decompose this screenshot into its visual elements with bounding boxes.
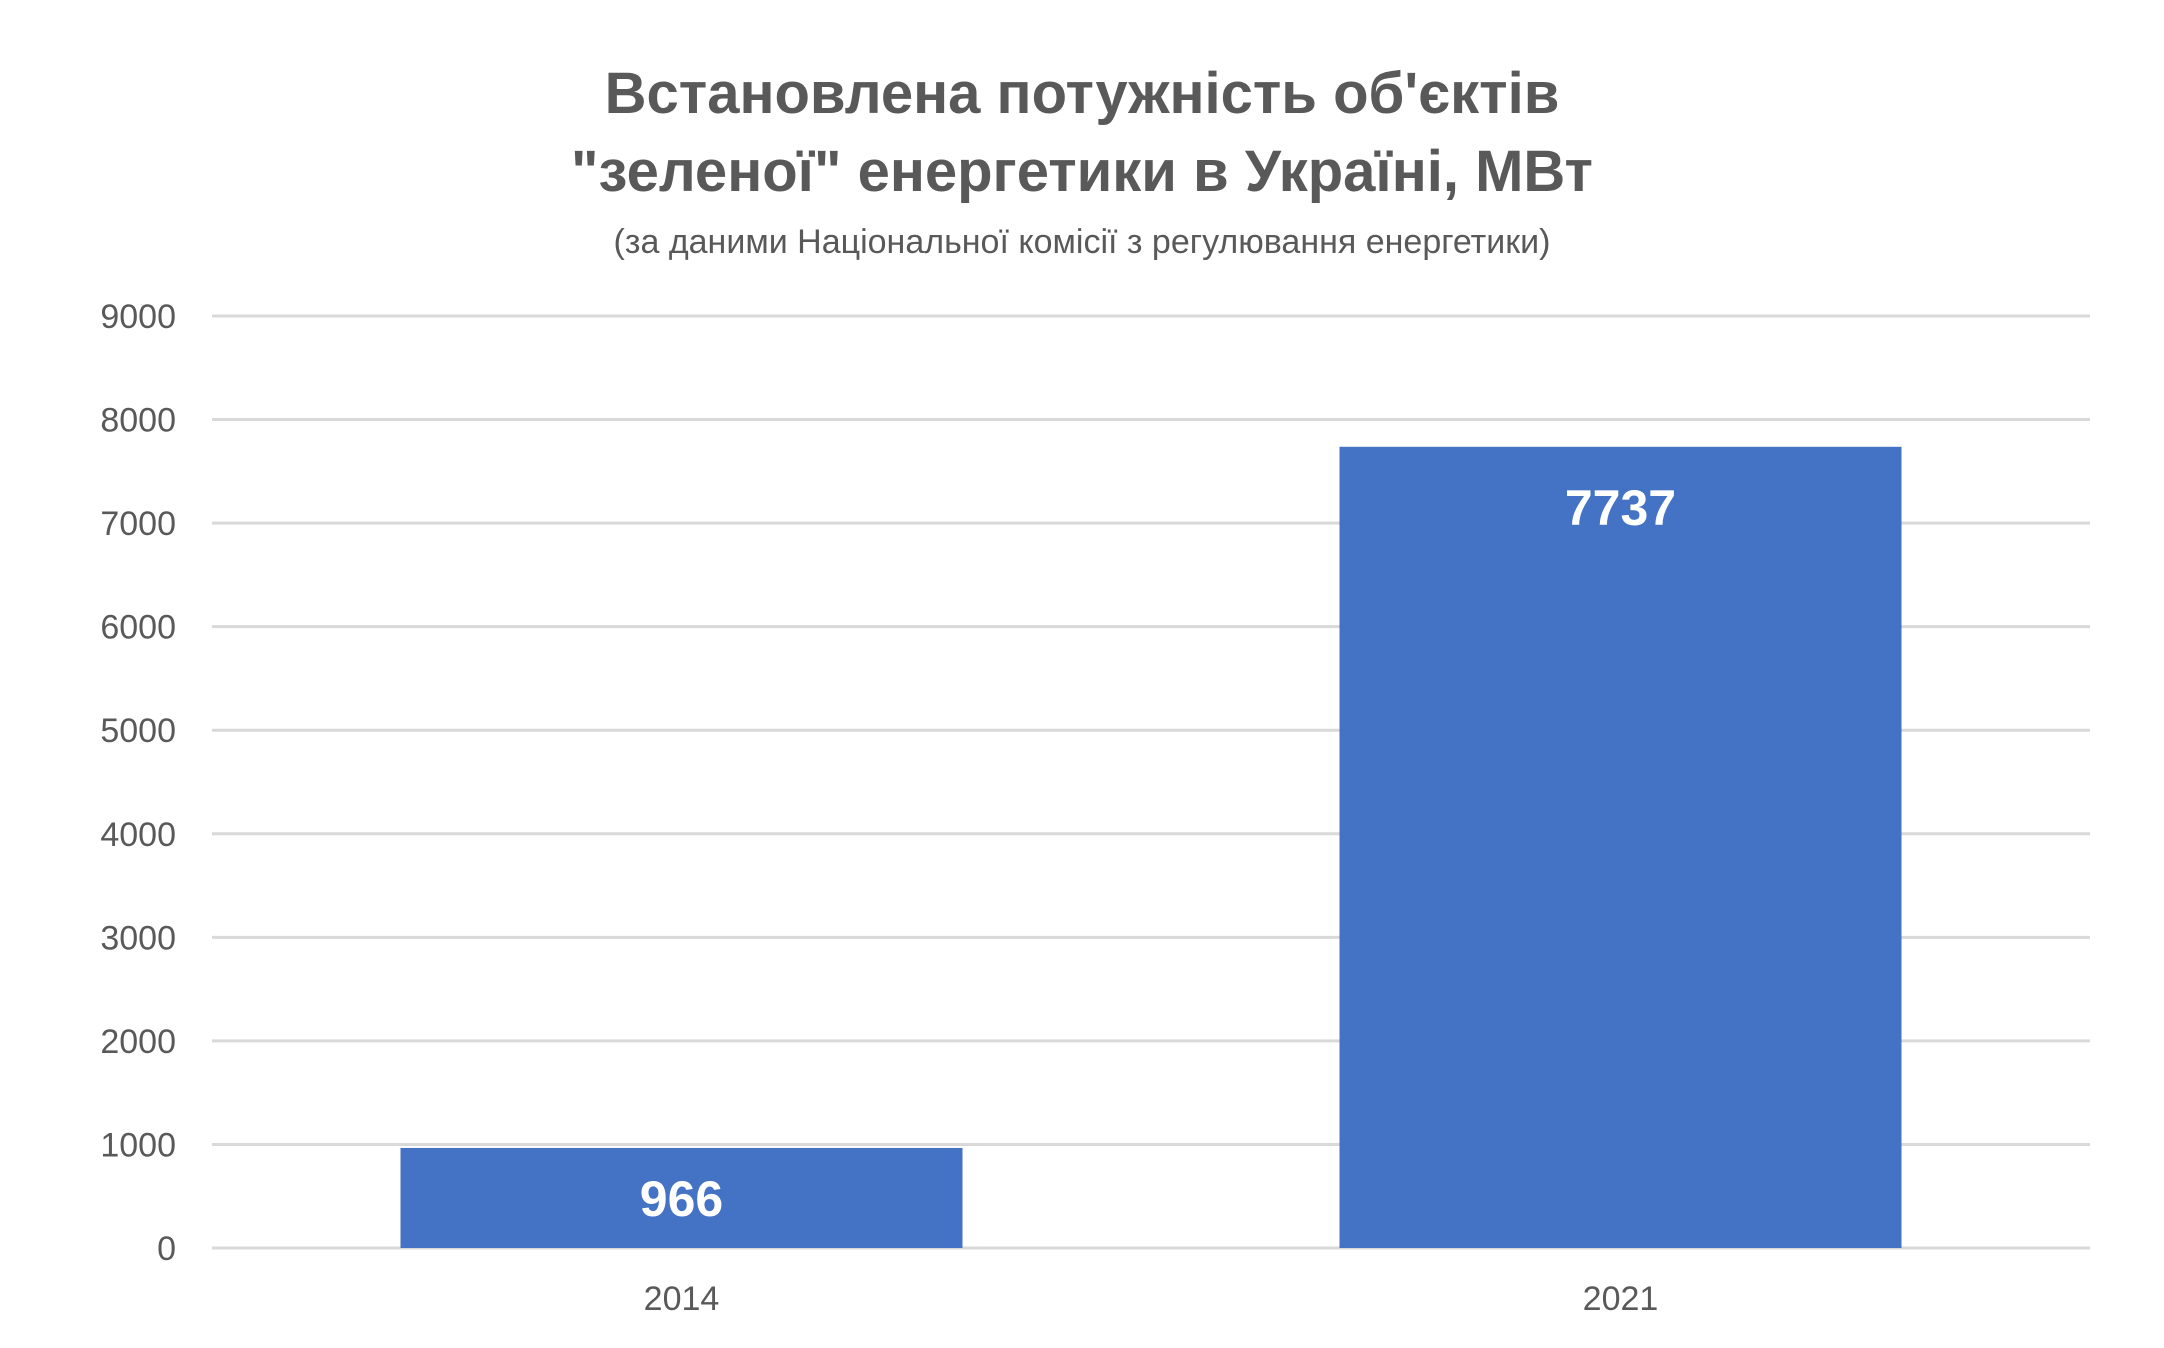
x-tick-label: 2014 [644, 1280, 720, 1318]
data-labels: 966 7737 [640, 480, 1676, 1227]
y-tick-label: 4000 [100, 816, 176, 854]
y-tick-label: 1000 [100, 1126, 176, 1164]
bars [400, 446, 1902, 1249]
data-label: 966 [640, 1171, 723, 1227]
y-tick-label: 0 [157, 1230, 176, 1268]
y-tick-label: 8000 [100, 402, 176, 440]
y-tick-label: 2000 [100, 1023, 176, 1061]
chart-title-line-1: Встановлена потужність об'єктів [604, 61, 1560, 126]
chart-subtitle: (за даними Національної комісії з регулю… [613, 223, 1551, 261]
y-tick-label: 5000 [100, 712, 176, 750]
chart-title-line-2: "зеленої" енергетики в Україні, МВт [571, 139, 1593, 204]
bar-2014 [400, 1147, 963, 1248]
y-tick-label: 3000 [100, 919, 176, 957]
data-label: 7737 [1565, 480, 1676, 536]
y-tick-label: 6000 [100, 609, 176, 647]
bar-2021 [1339, 446, 1902, 1249]
x-axis-ticks: 2014 2021 [644, 1280, 1659, 1318]
x-tick-label: 2021 [1583, 1280, 1659, 1318]
y-tick-label: 7000 [100, 505, 176, 543]
y-axis-ticks: 0 1000 2000 3000 4000 5000 6000 7000 8000 9000 [100, 298, 176, 1268]
y-tick-label: 9000 [100, 298, 176, 336]
